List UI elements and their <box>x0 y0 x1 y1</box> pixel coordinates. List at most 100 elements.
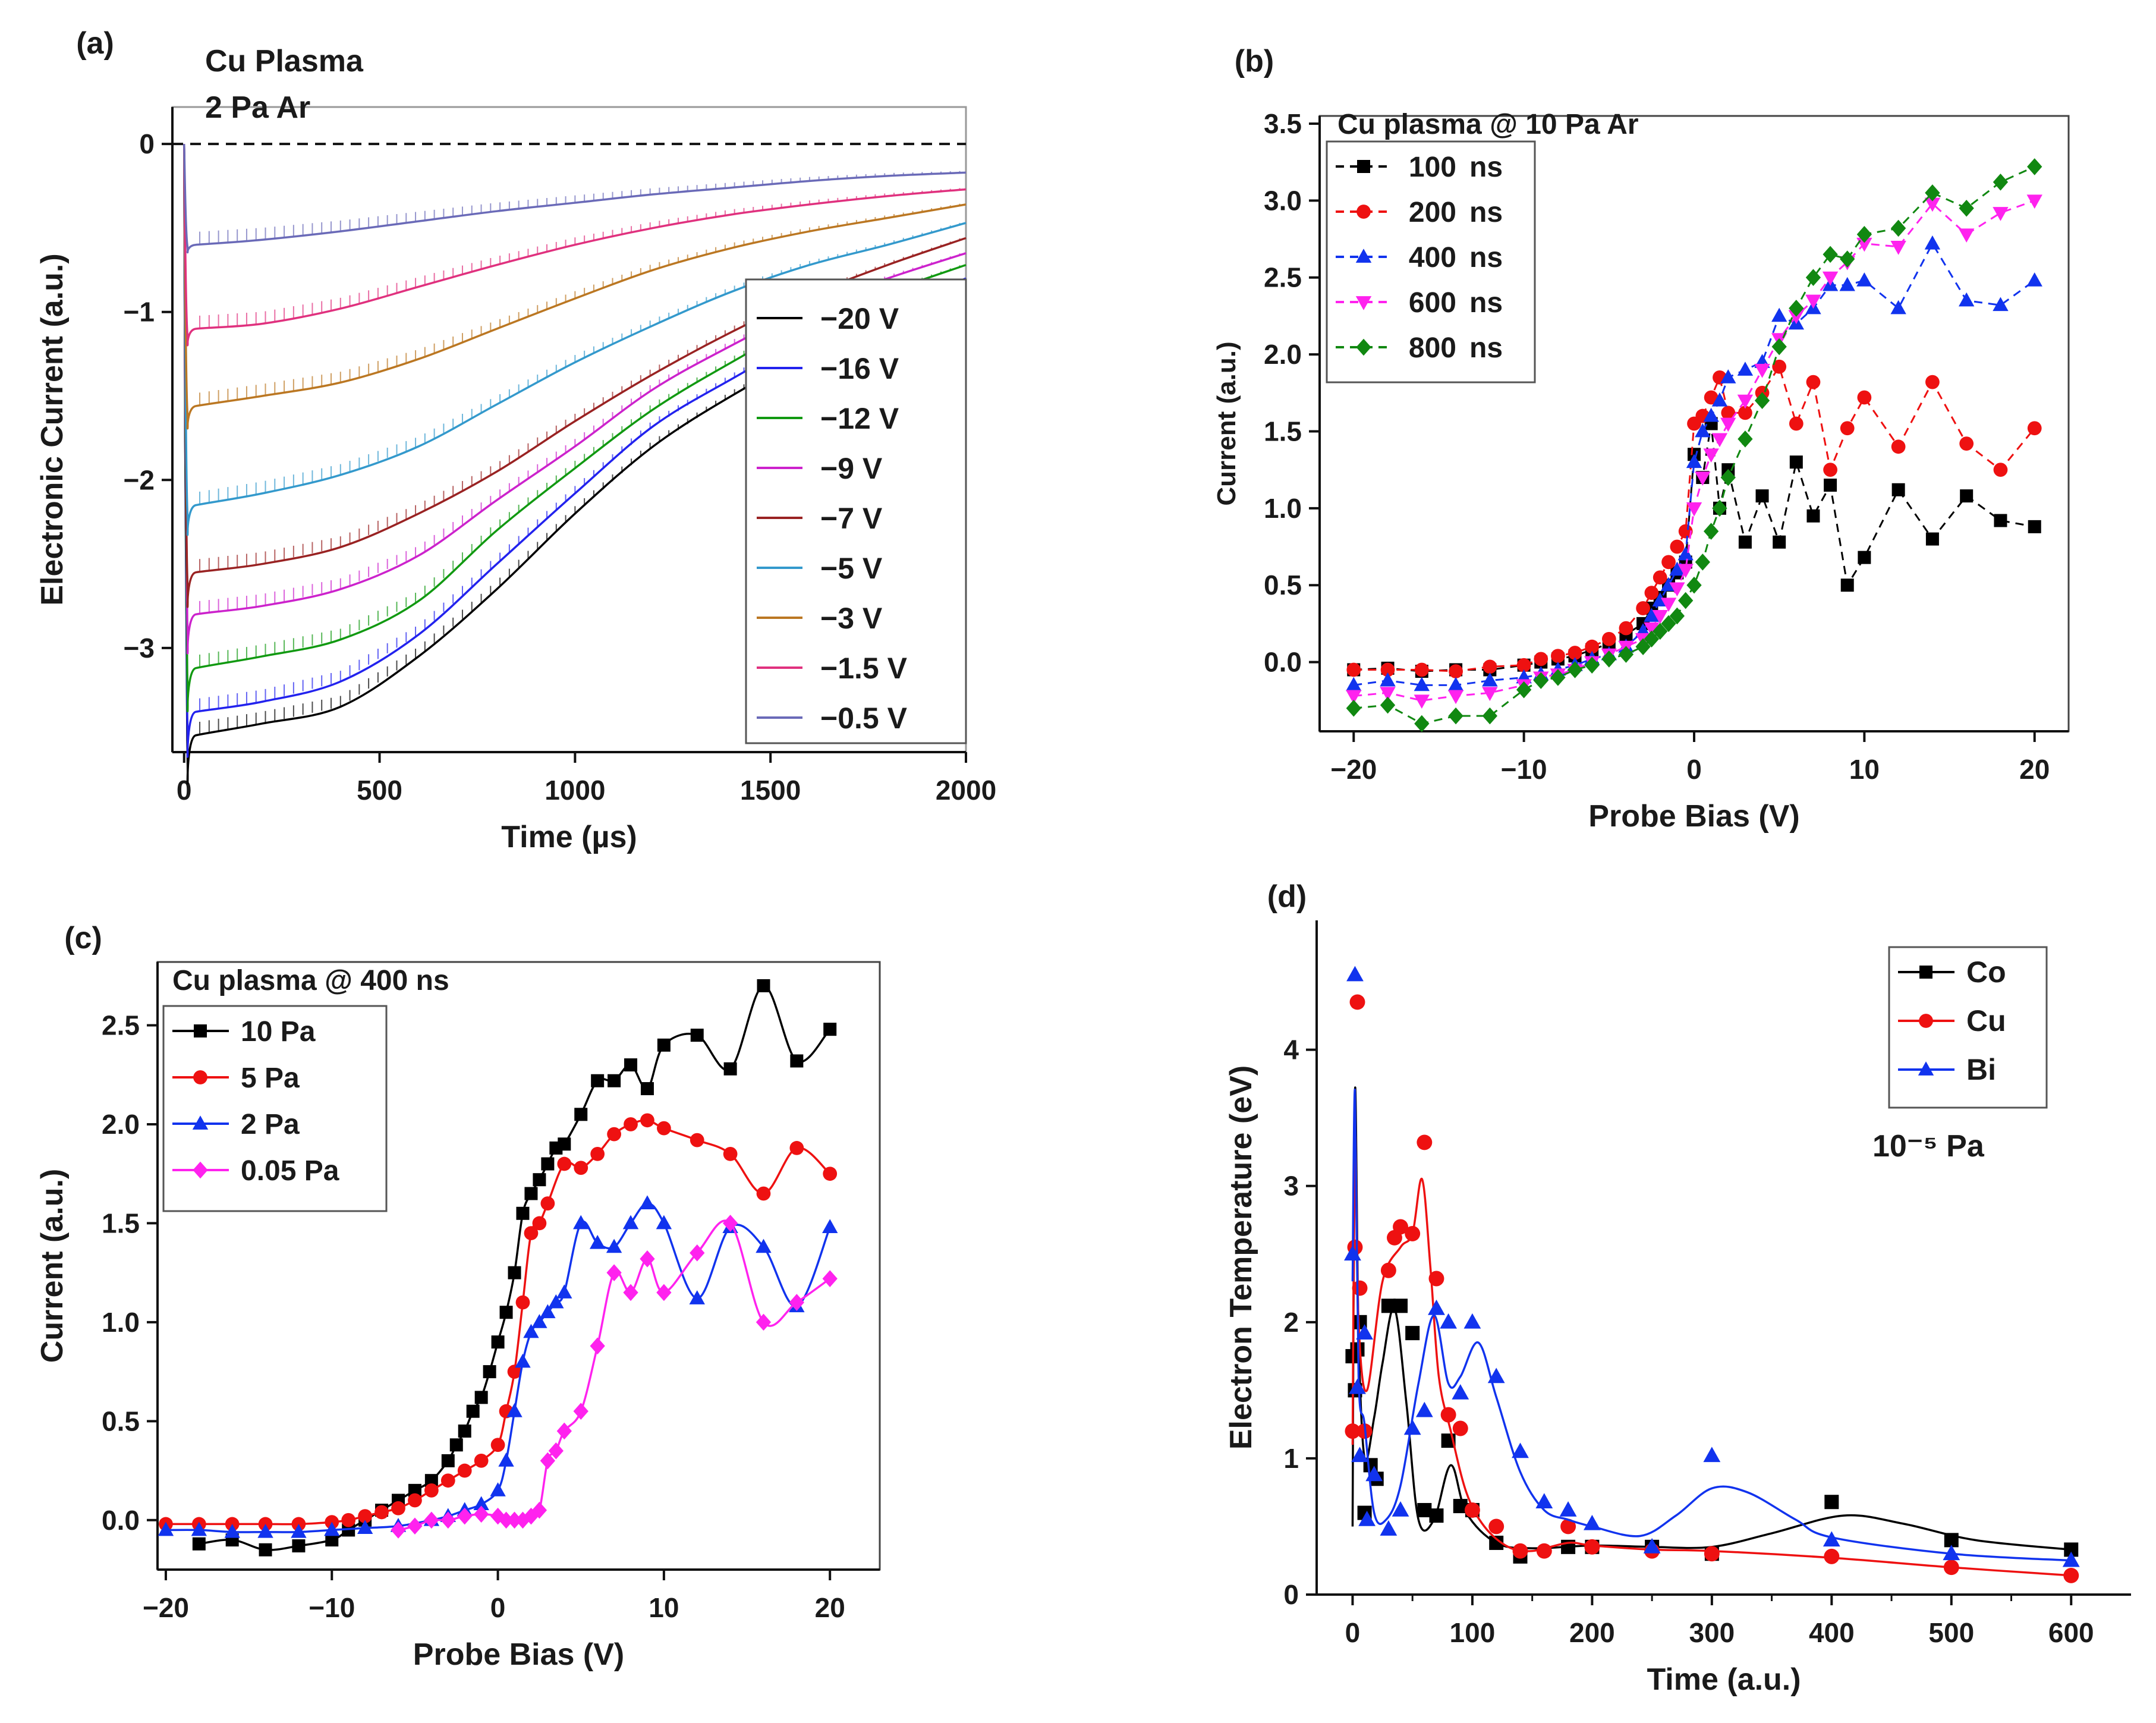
data-point <box>789 1141 804 1155</box>
data-point <box>1925 375 1940 389</box>
data-point <box>1686 502 1702 517</box>
data-point <box>1405 1326 1420 1341</box>
data-point <box>1512 1442 1529 1458</box>
data-point <box>1560 1518 1576 1535</box>
data-point <box>516 1206 530 1220</box>
data-point <box>325 1533 339 1547</box>
data-point <box>590 1147 605 1161</box>
data-point <box>1993 297 2009 312</box>
legend-label: Cu <box>1966 1004 2006 1037</box>
series-line <box>182 144 967 536</box>
legend-label: 0.05 Pa <box>241 1155 339 1187</box>
data-point <box>558 1137 571 1151</box>
legend-marker <box>193 1070 207 1084</box>
y-tick-label: 0.5 <box>102 1406 140 1436</box>
panel-label: (a) <box>76 26 114 61</box>
y-axis-title: Electronic Current (a.u.) <box>35 253 70 605</box>
data-point <box>1695 471 1711 486</box>
data-point <box>1788 310 1805 325</box>
data-point <box>532 1216 547 1231</box>
data-point <box>1890 300 1906 315</box>
y-tick-label: 1.0 <box>1264 493 1302 524</box>
data-point <box>259 1543 272 1557</box>
legend-label: ns <box>1469 332 1503 364</box>
data-point <box>506 1403 523 1417</box>
x-tick-label: 1500 <box>740 775 801 806</box>
data-point <box>2028 520 2041 533</box>
data-point <box>391 1501 405 1516</box>
data-point <box>1482 672 1498 687</box>
x-tick-label: 400 <box>1809 1617 1855 1648</box>
data-point <box>690 1244 705 1262</box>
data-point <box>1349 994 1365 1010</box>
data-point <box>556 1422 572 1440</box>
data-point <box>1550 669 1566 686</box>
data-point <box>1380 662 1395 677</box>
data-point <box>756 1238 772 1253</box>
y-tick-label: −3 <box>124 633 155 664</box>
legend: Co Cu Bi <box>1888 946 2048 1109</box>
data-point <box>1824 1495 1839 1510</box>
x-axis-title: Time (a.u.) <box>1647 1662 1801 1697</box>
data-point <box>474 1505 489 1523</box>
data-point <box>541 1157 555 1171</box>
legend-label: −5 V <box>820 552 883 585</box>
data-point <box>1346 690 1362 705</box>
data-point <box>823 1023 837 1036</box>
series-1.5V <box>182 144 967 347</box>
data-point <box>1585 639 1600 654</box>
legend-label: 5 Pa <box>241 1062 300 1094</box>
data-point <box>690 1133 704 1147</box>
data-point <box>473 1496 489 1511</box>
data-point <box>1584 1539 1600 1555</box>
data-point <box>1891 483 1905 496</box>
data-point <box>690 1029 704 1042</box>
data-point <box>1677 564 1694 578</box>
data-point <box>1755 489 1769 503</box>
data-point <box>1482 687 1498 702</box>
data-point <box>1346 677 1362 691</box>
legend-box <box>1888 946 2048 1109</box>
data-point <box>1943 1559 1959 1576</box>
legend-marker <box>1355 249 1372 263</box>
data-point <box>1417 1502 1432 1517</box>
data-point <box>1568 646 1582 660</box>
data-point <box>1346 699 1361 717</box>
data-point <box>1823 246 1838 263</box>
x-tick-label: −10 <box>309 1592 355 1623</box>
data-point <box>158 1521 174 1536</box>
data-point <box>606 1238 622 1253</box>
data-point <box>1447 677 1464 691</box>
data-point <box>1994 514 2007 527</box>
data-point <box>1789 455 1803 469</box>
data-point <box>574 1108 588 1121</box>
legend-label: ns <box>1469 242 1503 273</box>
legend-label: −12 V <box>820 402 899 435</box>
data-point <box>1890 219 1906 237</box>
data-point <box>823 1167 838 1181</box>
panel-annotation: 2 Pa Ar <box>205 90 310 125</box>
data-point <box>1772 359 1787 374</box>
x-tick-label: −20 <box>1330 754 1377 785</box>
data-point <box>1720 369 1736 383</box>
data-point <box>1414 694 1430 709</box>
data-point <box>490 1507 506 1525</box>
legend-label: 2 Pa <box>241 1109 300 1140</box>
data-point <box>2026 272 2042 287</box>
data-point <box>507 1364 522 1379</box>
legend: −20 V −16 V −12 V −9 V −7 V −5 V −3 V −1.5 V −0.… <box>745 278 967 744</box>
x-tick-label: 1000 <box>544 775 605 806</box>
data-point <box>640 1082 654 1096</box>
data-point <box>1653 622 1668 640</box>
data-point <box>1661 615 1676 633</box>
data-point <box>1584 656 1600 674</box>
data-point <box>1601 650 1617 668</box>
data-point <box>440 1511 456 1529</box>
legend-label: Co <box>1966 955 2006 989</box>
x-tick-label: 0 <box>1345 1617 1361 1648</box>
y-tick-label: −2 <box>124 464 155 495</box>
data-point <box>548 1294 564 1309</box>
data-point <box>1686 454 1702 469</box>
data-point <box>523 1323 539 1338</box>
data-point <box>1381 1298 1396 1313</box>
